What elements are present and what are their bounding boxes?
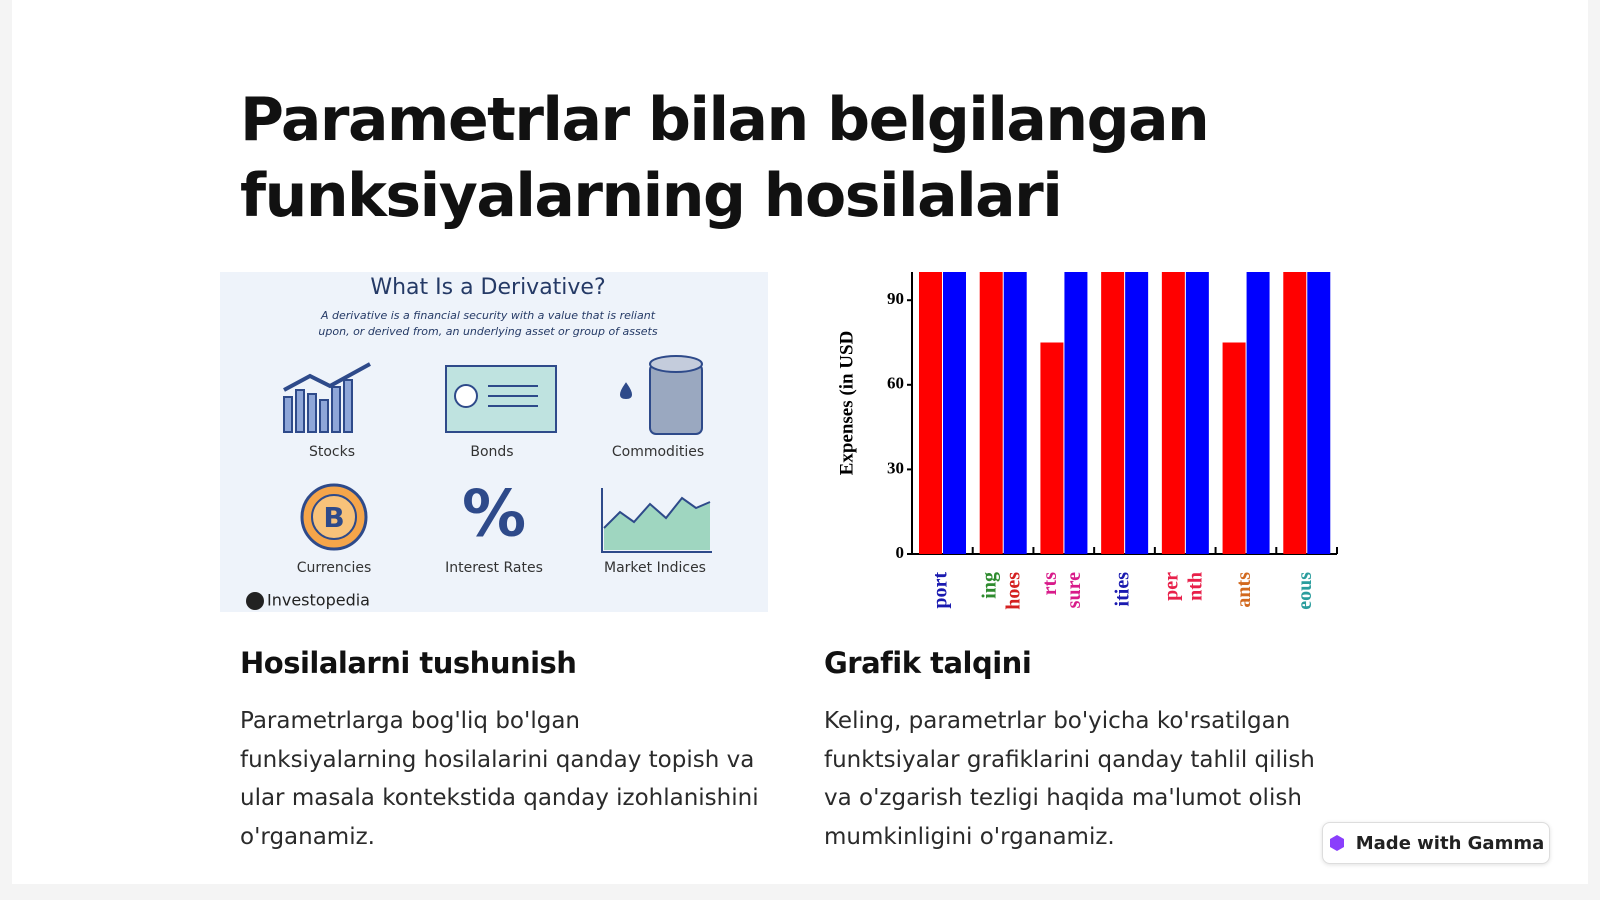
card-heading: Hosilalarni tushunish [240, 646, 577, 680]
bar [979, 272, 1003, 554]
stocks-icon [283, 362, 371, 433]
source-label: Investopedia [267, 591, 370, 610]
bar [1161, 272, 1185, 554]
infographic-subtitle: upon, or derived from, an underlying ass… [318, 325, 657, 338]
item-label: Stocks [309, 444, 355, 460]
y-tick-label: 60 [887, 374, 904, 393]
infographic: What Is a Derivative? A derivative is a … [220, 272, 768, 612]
gamma-logo [1329, 835, 1344, 851]
x-tick-label: ing [978, 572, 1000, 599]
infographic-bg [220, 272, 768, 612]
infographic-subtitle: A derivative is a financial security wit… [320, 309, 656, 322]
y-tick-label: 0 [896, 543, 905, 562]
item-label: Interest Rates [445, 560, 543, 576]
bar [1185, 272, 1209, 554]
x-tick-label: ants [1233, 572, 1255, 608]
y-tick-label: 30 [887, 458, 904, 477]
title-line: Parametrlar bilan belgilangan [240, 85, 1210, 155]
x-tick-label: per [1160, 572, 1182, 601]
svg-text:%: % [462, 478, 526, 552]
x-tick-label: sure [1063, 572, 1085, 608]
bar [1064, 272, 1088, 554]
x-tick-label: rts [1039, 572, 1061, 596]
card-text: Keling, parametrlar bo'yicha ko'rsatilga… [824, 708, 1315, 850]
bar [1040, 342, 1064, 554]
bar [1246, 272, 1270, 554]
commodities-icon [620, 355, 703, 435]
currencies-icon: B [300, 483, 368, 551]
card-heading: Grafik talqini [824, 646, 1032, 680]
item-label: Bonds [470, 444, 513, 460]
x-tick-label: eous [1294, 572, 1316, 610]
title-line: funksiyalarning hosilalari [240, 161, 1063, 231]
x-tick-label: nth [1184, 572, 1206, 601]
x-tick-label: hoes [1002, 572, 1024, 610]
bar [1283, 272, 1307, 554]
percent-icon: % [462, 478, 526, 552]
x-tick-label: ities [1112, 572, 1134, 607]
bar [1222, 342, 1246, 554]
bar [919, 272, 942, 554]
bar [1101, 272, 1125, 554]
bar [943, 272, 966, 554]
badge-label: Made with Gamma [1355, 832, 1545, 854]
made-with-gamma-badge[interactable]: Made with Gamma [1322, 822, 1550, 864]
y-axis-label: Expenses (in USD [836, 331, 857, 476]
bar-chart: 0 30 60 90 Expenses (in USD port ing hoes rts sur… [836, 272, 1338, 610]
bonds-icon [445, 365, 557, 433]
card-text: Parametrlarga bog'liq bo'lgan funksiyala… [240, 708, 759, 850]
bar [1125, 272, 1149, 554]
item-label: Market Indices [604, 560, 706, 576]
slide-title: Parametrlar bilan belgilangan funksiyala… [240, 82, 1240, 234]
item-label: Commodities [612, 444, 704, 460]
bar [1003, 272, 1027, 554]
market-icon [601, 488, 712, 553]
source-logo [246, 592, 264, 610]
svg-text:B: B [323, 501, 344, 534]
bar [1307, 272, 1331, 554]
y-tick-label: 90 [887, 289, 904, 308]
x-tick-label: port [930, 572, 952, 609]
infographic-title: What Is a Derivative? [370, 275, 605, 300]
slide: Parametrlar bilan belgilangan funksiyala… [12, 0, 1588, 884]
item-label: Currencies [297, 560, 372, 576]
